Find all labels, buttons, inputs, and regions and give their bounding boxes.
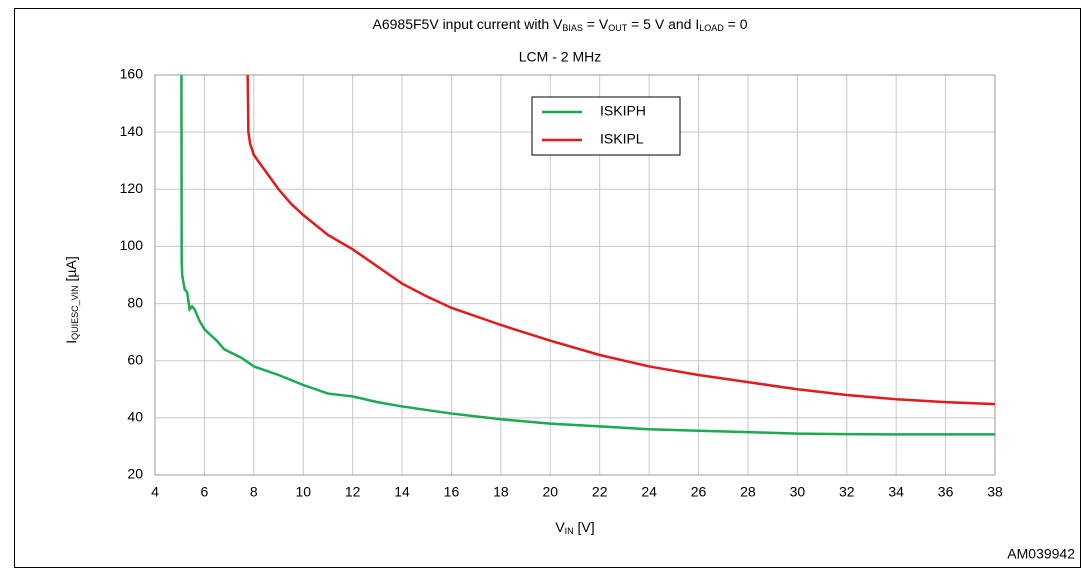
x-tick-label: 14 [394, 484, 410, 500]
x-axis-label: VIN [V] [555, 519, 594, 537]
chart-title-part: BIAS [562, 23, 583, 33]
legend-label: ISKIPH [600, 103, 646, 119]
chart-title-part: OUT [608, 23, 628, 33]
x-tick-label: 28 [740, 484, 756, 500]
y-axis-label-part: [µA] [63, 256, 79, 285]
x-tick-label: 36 [938, 484, 954, 500]
x-tick-label: 22 [592, 484, 608, 500]
x-tick-label: 34 [888, 484, 904, 500]
chart-title: A6985F5V input current with VBIAS = VOUT… [373, 16, 748, 34]
x-axis-label-part: [V] [574, 519, 595, 535]
y-tick-label: 60 [127, 351, 143, 367]
x-tick-label: 16 [444, 484, 460, 500]
y-tick-label: 100 [120, 237, 144, 253]
x-tick-label: 32 [839, 484, 855, 500]
x-axis-label-part: V [555, 519, 565, 535]
plot-border [154, 74, 996, 476]
y-tick-label: 80 [127, 294, 143, 310]
chart-title-part: = 0 [724, 16, 748, 32]
x-axis-label-part: IN [565, 526, 574, 536]
x-tick-label: 20 [543, 484, 559, 500]
x-tick-label: 30 [790, 484, 806, 500]
y-tick-label: 140 [120, 123, 144, 139]
legend-label: ISKIPL [600, 131, 644, 147]
x-tick-label: 4 [151, 484, 159, 500]
figure-code: AM039942 [1007, 546, 1075, 562]
x-tick-label: 8 [250, 484, 258, 500]
x-tick-label: 6 [201, 484, 209, 500]
x-tick-label: 24 [641, 484, 657, 500]
y-tick-label: 120 [120, 180, 144, 196]
y-axis-label-part: QUIESC_VIN [70, 285, 80, 340]
chart-title-part: LOAD [699, 23, 724, 33]
y-axis-label: IQUIESC_VIN [µA] [63, 256, 81, 343]
y-tick-label: 20 [127, 466, 143, 482]
legend-box [531, 96, 681, 156]
chart-subtitle: LCM - 2 MHz [519, 49, 601, 65]
series-line [180, 74, 995, 436]
y-tick-label: 160 [120, 66, 144, 82]
x-tick-label: 10 [295, 484, 311, 500]
x-tick-label: 12 [345, 484, 361, 500]
y-axis-label-part: I [63, 340, 79, 344]
chart-title-part: = V [583, 16, 609, 32]
x-tick-label: 18 [493, 484, 509, 500]
x-tick-label: 38 [987, 484, 1003, 500]
y-tick-label: 40 [127, 409, 143, 425]
series-line [246, 74, 996, 406]
x-tick-label: 26 [691, 484, 707, 500]
chart-title-part: = 5 V and I [627, 16, 699, 32]
chart-title-part: A6985F5V input current with V [373, 16, 564, 32]
